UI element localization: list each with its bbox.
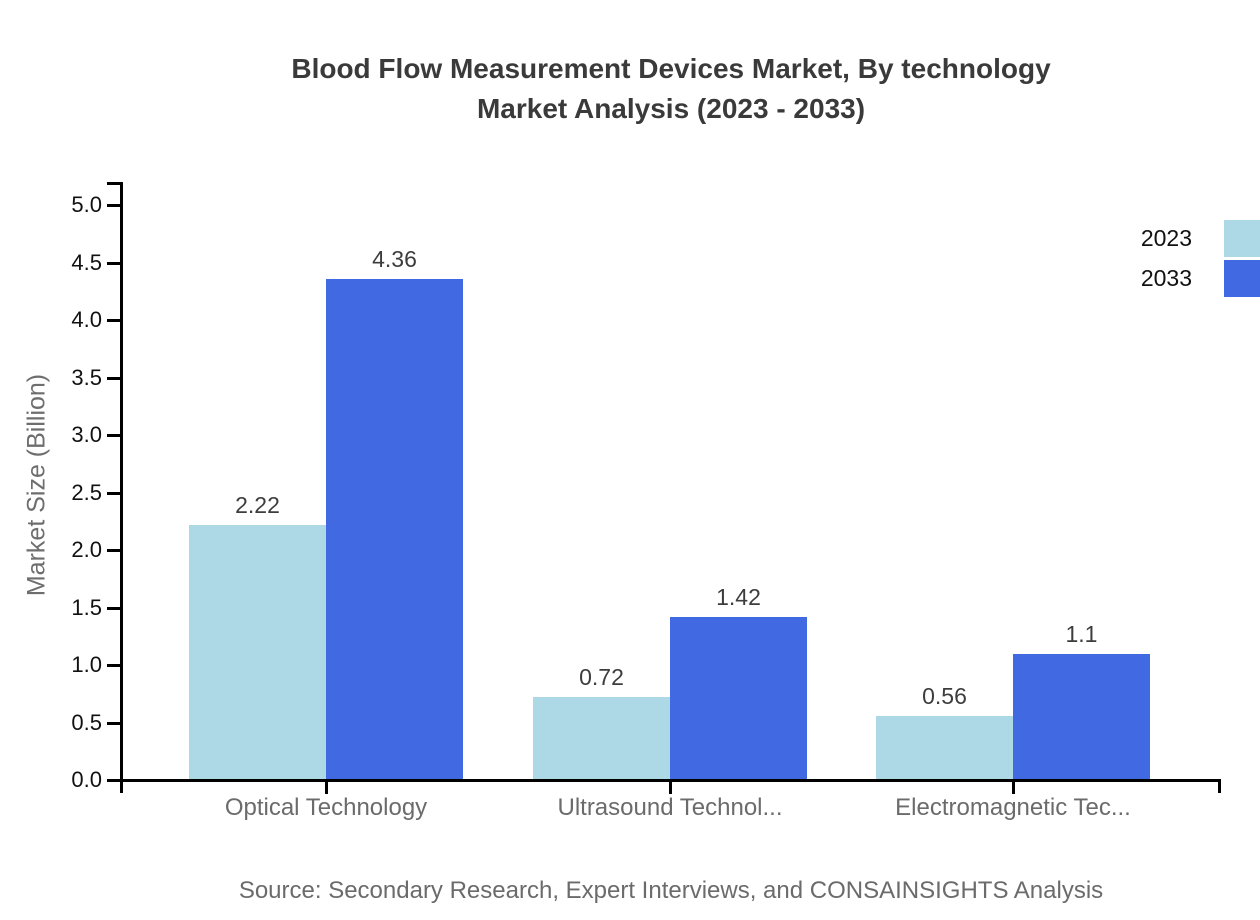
y-axis-end-cap (107, 182, 121, 185)
y-tick (107, 434, 120, 437)
bar-2023-ultrasound-technol (533, 697, 670, 780)
y-tick-label: 4.5 (71, 249, 102, 275)
y-tick (107, 779, 120, 782)
y-tick (107, 204, 120, 207)
legend-label-2023: 2023 (1140, 225, 1192, 251)
y-tick-label: 0.0 (71, 767, 102, 792)
y-axis-spine (120, 182, 123, 793)
legend-swatch-2023 (1224, 220, 1260, 257)
chart-subtitle: Market Analysis (2023 - 2033) (476, 93, 866, 124)
bar-2033-ultrasound-technol (670, 616, 807, 780)
bar-value-label: 1.1 (1065, 620, 1098, 647)
y-tick-label: 2.0 (71, 537, 102, 562)
y-tick-label: 1.0 (71, 652, 102, 677)
bar-value-label: 4.36 (372, 245, 417, 272)
y-tick-label: 2.5 (71, 479, 102, 505)
source-note: Source: Secondary Research, Expert Inter… (238, 877, 1104, 904)
y-tick (107, 721, 120, 725)
y-tick (107, 664, 120, 667)
bar-value-label: 1.42 (716, 583, 761, 610)
y-tick-label: 0.5 (71, 709, 102, 735)
y-tick-label: 3.0 (71, 422, 102, 447)
bar-value-label: 0.72 (579, 664, 624, 691)
y-tick (107, 606, 120, 610)
y-tick (107, 319, 120, 322)
y-tick (107, 549, 120, 552)
y-tick (107, 491, 120, 495)
bar-2023-electromagnetic-tec (876, 715, 1013, 780)
bar-2033-optical-technology (326, 278, 463, 780)
x-axis-end-cap (1218, 779, 1221, 793)
chart-title: Blood Flow Measurement Devices Market, B… (291, 53, 1051, 84)
y-tick-label: 5.0 (71, 192, 102, 217)
y-tick-label: 1.5 (71, 594, 102, 620)
x-category-label: Optical Technology (224, 794, 428, 821)
y-tick (107, 376, 120, 380)
y-tick-label: 4.0 (71, 307, 102, 332)
legend-swatch-2033 (1224, 259, 1260, 297)
x-tick (325, 780, 328, 794)
x-category-label: Electromagnetic Tec... (895, 794, 1131, 821)
bar-2033-electromagnetic-tec (1013, 653, 1150, 780)
x-category-label: Ultrasound Technol... (557, 794, 783, 821)
y-tick (107, 261, 120, 265)
legend-label-2033: 2033 (1140, 264, 1192, 291)
bar-value-label: 0.56 (922, 682, 967, 709)
bar-2023-optical-technology (189, 524, 326, 780)
bar-value-label: 2.22 (235, 491, 280, 518)
y-tick-label: 3.5 (71, 364, 102, 390)
x-tick (669, 780, 672, 794)
x-tick (1012, 780, 1015, 794)
